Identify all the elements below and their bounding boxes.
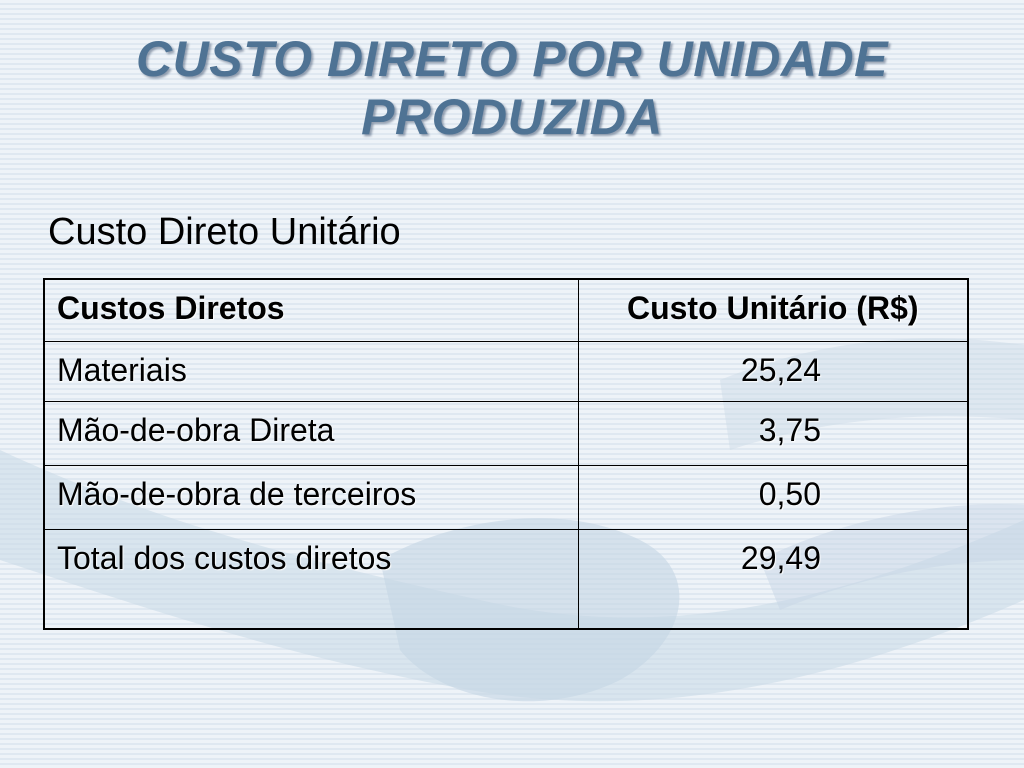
total-unit-cost: 29,49 (577, 528, 969, 630)
table-row: Materiais 25,24 (43, 340, 969, 402)
total-label: Total dos custos diretos (43, 528, 579, 630)
table-row-total: Total dos custos diretos 29,49 (43, 528, 969, 630)
direct-cost-table: Custos Diretos Custo Unitário (R$) Mater… (43, 278, 969, 630)
row-unit-cost: 0,50 (577, 464, 969, 530)
slide-title-line-2: PRODUZIDA (361, 89, 663, 145)
slide-title: CUSTO DIRETO POR UNIDADE PRODUZIDA (40, 30, 984, 146)
row-unit-cost: 3,75 (577, 400, 969, 466)
slide-subtitle: Custo Direto Unitário (48, 211, 401, 253)
header-direct-costs: Custos Diretos (43, 278, 579, 342)
table-row: Mão-de-obra de terceiros 0,50 (43, 464, 969, 530)
slide-title-line-1: CUSTO DIRETO POR UNIDADE (136, 31, 888, 87)
row-item-label: Mão-de-obra Direta (43, 400, 579, 466)
row-unit-cost: 25,24 (577, 340, 969, 402)
row-item-label: Materiais (43, 340, 579, 402)
row-item-label: Mão-de-obra de terceiros (43, 464, 579, 530)
header-unit-cost: Custo Unitário (R$) (577, 278, 969, 342)
table-header-row: Custos Diretos Custo Unitário (R$) (43, 278, 969, 342)
table-row: Mão-de-obra Direta 3,75 (43, 400, 969, 466)
